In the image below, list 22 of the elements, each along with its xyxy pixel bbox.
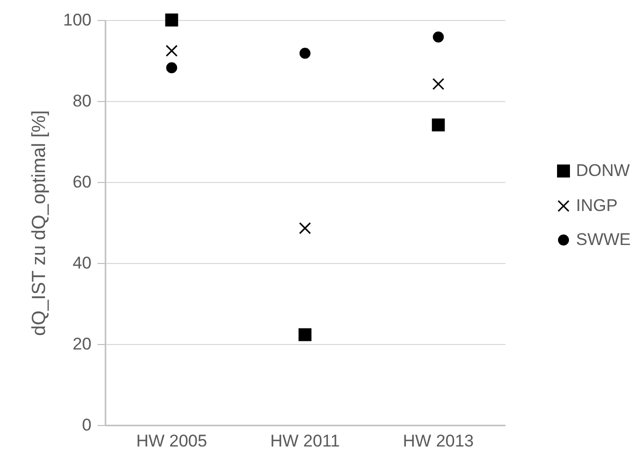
y-tick-label: 40 xyxy=(72,254,92,272)
y-axis-title: dQ_IST zu dQ_optimal [%] xyxy=(29,110,50,336)
legend-label: SWWE xyxy=(576,230,631,249)
legend-label: INGP xyxy=(576,196,618,215)
y-tick-label: 20 xyxy=(72,334,92,354)
point xyxy=(299,222,311,234)
x-tick-label: HW 2011 xyxy=(270,432,340,450)
point xyxy=(432,78,444,90)
point xyxy=(165,14,178,26)
y-tick-label: 100 xyxy=(63,10,92,30)
legend-label: DONW xyxy=(576,161,630,180)
point xyxy=(300,48,310,59)
y-tick-label: 80 xyxy=(72,92,92,110)
point xyxy=(166,62,178,74)
x-tick-label: HW 2013 xyxy=(402,432,474,450)
point xyxy=(166,44,178,57)
point xyxy=(432,32,444,42)
point xyxy=(298,328,312,342)
y-tick-label: 60 xyxy=(72,172,92,192)
x-tick-label: HW 2005 xyxy=(136,432,208,450)
point xyxy=(432,118,445,132)
y-tick-label: 0 xyxy=(82,416,92,434)
